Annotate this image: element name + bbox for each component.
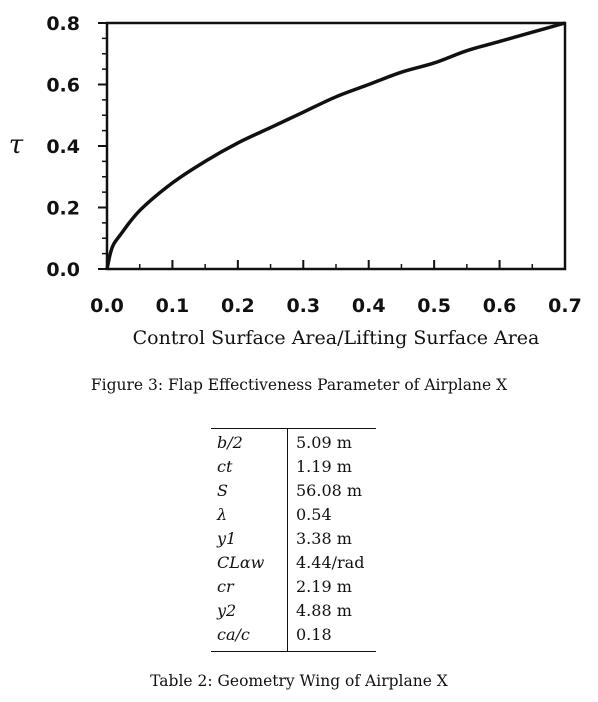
- table-symbol: λ: [211, 503, 288, 527]
- table-row: y2 4.88 m: [211, 599, 376, 623]
- table-row: ct 1.19 m: [211, 455, 376, 479]
- x-tick-label: 0.1: [156, 295, 190, 317]
- table-value: 5.09 m: [296, 433, 352, 452]
- table-symbol: S: [211, 479, 288, 503]
- x-axis-label: Control Surface Area/Lifting Surface Are…: [133, 327, 540, 349]
- geometry-table: b/2 5.09 m ct 1.19 m S 56.08 m λ 0.54 y1 3.38 m CL…: [211, 428, 376, 652]
- x-tick-label: 0.6: [483, 295, 517, 317]
- table-value: 4.88 m: [296, 601, 352, 620]
- table-symbol: b/2: [211, 428, 288, 455]
- table-row: y1 3.38 m: [211, 527, 376, 551]
- table-symbol: ct: [211, 455, 288, 479]
- table-row: ca/c 0.18: [211, 623, 376, 652]
- y-tick-label: 0.8: [46, 13, 80, 35]
- x-tick-label: 0.2: [221, 295, 255, 317]
- y-axis-label: τ: [9, 130, 24, 160]
- y-tick-label: 0.0: [46, 259, 80, 281]
- table-row: CLαw 4.44/rad: [211, 551, 376, 575]
- table-symbol: ca/c: [211, 623, 288, 652]
- table-symbol: CLαw: [211, 551, 288, 575]
- plot-frame: [105, 21, 567, 271]
- table-symbol: y2: [211, 599, 288, 623]
- table-value: 2.19 m: [296, 577, 352, 596]
- table-value: 4.44/rad: [296, 553, 365, 572]
- table-row: b/2 5.09 m: [211, 428, 376, 455]
- table-symbol: cr: [211, 575, 288, 599]
- chart: 0.0 0.1 0.2 0.3 0.4 0.5 0.6 0.70.00.20.40.60.8 …: [9, 13, 582, 349]
- axis-ticks: [98, 22, 566, 270]
- table-symbol: y1: [211, 527, 288, 551]
- x-tick-label: 0.5: [417, 295, 451, 317]
- table-value: 56.08 m: [296, 481, 363, 500]
- table-row: λ 0.54: [211, 503, 376, 527]
- y-tick-label: 0.6: [46, 75, 80, 97]
- table-value: 1.19 m: [296, 457, 352, 476]
- x-tick-label: 0.7: [548, 295, 582, 317]
- x-tick-label: 0.3: [286, 295, 320, 317]
- series-line: [105, 21, 566, 270]
- table-value: 0.18: [296, 625, 332, 644]
- figure-caption: Figure 3: Flap Effectiveness Parameter o…: [90, 376, 508, 394]
- y-tick-label: 0.2: [46, 198, 80, 220]
- table-value: 3.38 m: [296, 529, 352, 548]
- tick-labels: 0.0 0.1 0.2 0.3 0.4 0.5 0.6 0.7 0.0 0.2 0.4 0.6 0.8: [46, 13, 582, 317]
- table-value: 0.54: [296, 505, 332, 524]
- y-tick-label: 0.4: [46, 136, 80, 158]
- table-row: cr 2.19 m: [211, 575, 376, 599]
- x-tick-label: 0.4: [352, 295, 386, 317]
- x-tick-label: 0.0: [90, 295, 124, 317]
- table-row: S 56.08 m: [211, 479, 376, 503]
- table-caption: Table 2: Geometry Wing of Airplane X: [150, 672, 448, 690]
